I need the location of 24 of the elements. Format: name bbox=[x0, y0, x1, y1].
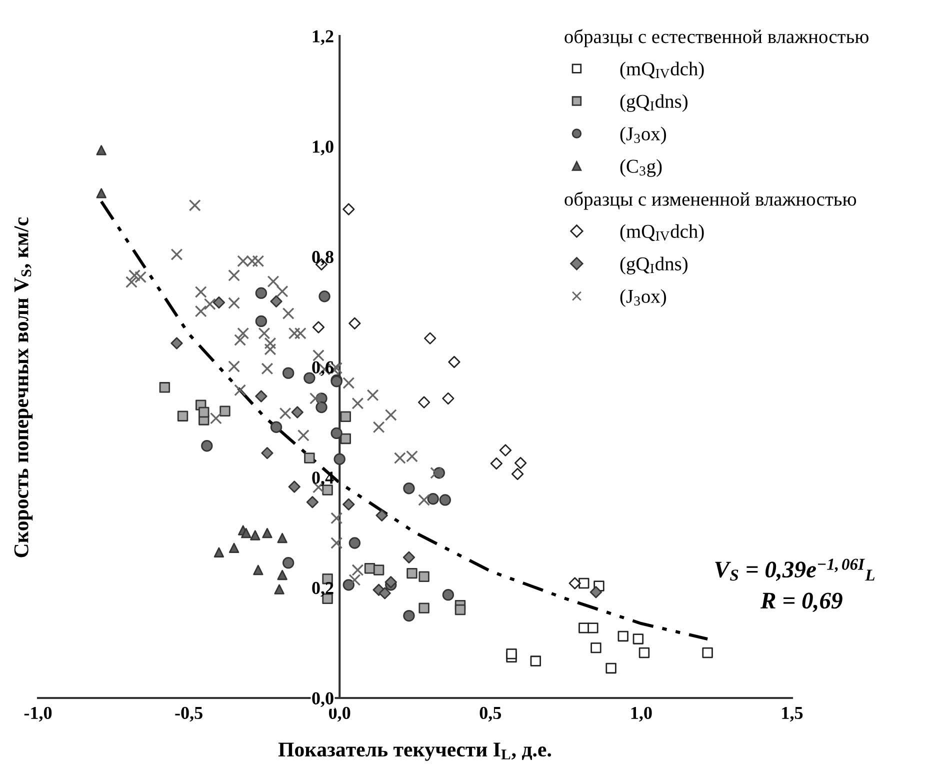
legend-label: (gQ$_{I}$dns) bbox=[620, 94, 688, 112]
x-tick-label: 0,0 bbox=[329, 706, 350, 722]
annotation: образцы с естественной влажностью bbox=[564, 29, 868, 48]
y-tick-label: 1,0 bbox=[312, 140, 334, 156]
legend-label: (mQ$_{IV}$dch) bbox=[620, 62, 704, 80]
legend-label: (J$_{3}$ox) bbox=[620, 126, 666, 144]
legend-label: (gQ$_{I}$dns) bbox=[620, 256, 688, 274]
legend-label: (C$_{3}$g) bbox=[620, 159, 662, 177]
x-tick-label: -1,0 bbox=[24, 706, 52, 722]
annotation: R = 0,69 bbox=[760, 592, 842, 612]
legend-label: (mQ$_{IV}$dch) bbox=[620, 224, 704, 242]
annotation: V$_{S}$ = 0,39e$^{−1,06I}$$_{L}$ bbox=[715, 558, 875, 581]
annotation: образцы с измененной влажностью bbox=[564, 192, 856, 210]
y-axis-title: Скорость поперечных волн V$_{S}$, км/с bbox=[14, 217, 33, 558]
x-tick-label: 0,5 bbox=[480, 706, 502, 722]
y-tick-label: 0,2 bbox=[312, 582, 334, 597]
x-tick-label: -0,5 bbox=[175, 706, 202, 722]
x-tick-label: 1,5 bbox=[782, 706, 803, 722]
x-tick-label: 1,0 bbox=[631, 706, 652, 722]
y-tick-label: 0,8 bbox=[312, 250, 334, 266]
legend-label: (J$_{3}$ox) bbox=[620, 289, 666, 307]
y-tick-label: 1,2 bbox=[312, 30, 334, 46]
y-tick-label: 0,0 bbox=[312, 692, 334, 708]
x-axis-title: Показатель текучести I$_{L}$, д.е. bbox=[278, 742, 552, 761]
